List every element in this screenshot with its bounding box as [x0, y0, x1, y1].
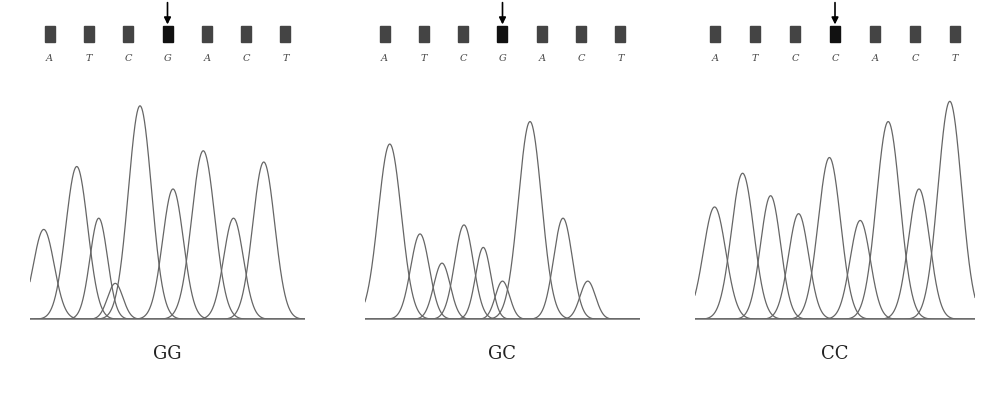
Text: T: T	[752, 54, 758, 63]
Bar	[497, 26, 507, 42]
Bar	[750, 26, 760, 42]
Text: G: G	[499, 54, 506, 63]
Text: A: A	[203, 54, 210, 63]
Text: T: T	[86, 54, 92, 63]
Text: C: C	[459, 54, 467, 63]
Text: A: A	[46, 54, 53, 63]
Bar	[280, 26, 290, 42]
Text: A: A	[872, 54, 879, 63]
Text: GC: GC	[488, 345, 516, 363]
Bar	[45, 26, 55, 42]
Text: T: T	[282, 54, 289, 63]
Text: C: C	[577, 54, 585, 63]
Bar	[458, 26, 468, 42]
Bar	[870, 26, 880, 42]
Text: C: C	[124, 54, 132, 63]
Bar	[950, 26, 960, 42]
Text: T: T	[421, 54, 427, 63]
Bar	[910, 26, 920, 42]
Bar	[123, 26, 133, 42]
Bar	[202, 26, 212, 42]
Bar	[790, 26, 800, 42]
Bar	[84, 26, 94, 42]
Bar	[419, 26, 429, 42]
Bar	[576, 26, 586, 42]
Bar	[241, 26, 251, 42]
Bar	[710, 26, 720, 42]
Bar	[162, 26, 173, 42]
Text: C: C	[911, 54, 919, 63]
Text: A: A	[381, 54, 388, 63]
Text: C: C	[831, 54, 839, 63]
Text: T: T	[952, 54, 958, 63]
Text: GG: GG	[153, 345, 182, 363]
Text: CC: CC	[821, 345, 849, 363]
Text: A: A	[712, 54, 718, 63]
Text: T: T	[617, 54, 624, 63]
Bar	[615, 26, 625, 42]
Text: G: G	[164, 54, 171, 63]
Bar	[380, 26, 390, 42]
Bar	[830, 26, 840, 42]
Text: C: C	[791, 54, 799, 63]
Text: A: A	[538, 54, 545, 63]
Bar	[537, 26, 547, 42]
Text: C: C	[242, 54, 250, 63]
